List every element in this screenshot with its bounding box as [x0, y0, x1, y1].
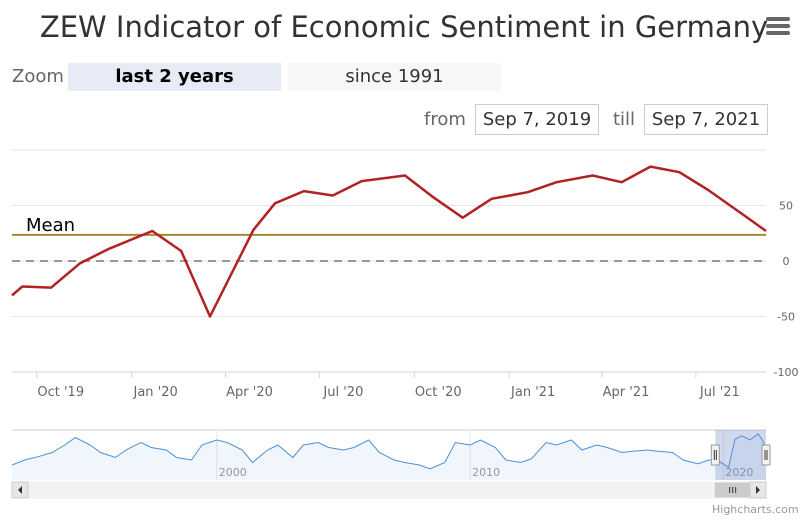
navigator-selection	[715, 430, 766, 480]
range-button-since-1991[interactable]: since 1991	[288, 63, 501, 91]
navigator-area	[12, 434, 766, 480]
from-label: from	[424, 109, 466, 130]
series-line	[11, 165, 767, 318]
x-tick-label: Oct '19	[37, 385, 84, 400]
y-tick-label: 50	[779, 200, 793, 213]
scroll-left-arrow-icon	[18, 486, 22, 494]
x-tick-label: Apr '20	[226, 385, 273, 400]
chart-title: ZEW Indicator of Economic Sentiment in G…	[39, 10, 769, 44]
hamburger-menu-icon[interactable]	[766, 17, 790, 37]
range-button-last-2-years[interactable]: last 2 years	[68, 63, 281, 91]
x-tick-label: Jan '21	[510, 385, 555, 400]
x-tick-label: Apr '21	[603, 385, 650, 400]
navigator-year-label: 2000	[219, 466, 247, 479]
navigator-series-line	[11, 433, 767, 470]
x-tick-label: Jul '21	[699, 385, 740, 400]
y-tick-label: -100	[774, 366, 799, 379]
scrollbar-left-button	[11, 481, 29, 499]
till-label: till	[613, 109, 636, 130]
x-tick-label: Jul '20	[322, 385, 363, 400]
scrollbar-track	[11, 481, 767, 499]
y-tick-label: 0	[783, 255, 790, 268]
navigator-year-label: 2020	[725, 466, 753, 479]
y-tick-label: -50	[777, 311, 795, 324]
mean-label: Mean	[26, 215, 75, 236]
scrollbar-right-button	[749, 481, 767, 499]
navigator-left-handle	[710, 444, 720, 466]
zoom-label: Zoom	[12, 66, 64, 87]
x-tick-label: Jan '20	[133, 385, 178, 400]
scroll-right-arrow-icon	[756, 486, 760, 494]
navigator-year-label: 2010	[472, 466, 500, 479]
navigator-right-handle	[761, 444, 771, 466]
highcharts-credit-link[interactable]: Highcharts.com	[712, 503, 799, 516]
from-date-input[interactable]: Sep 7, 2019	[475, 104, 599, 135]
scrollbar-thumb	[714, 482, 751, 498]
till-date-input[interactable]: Sep 7, 2021	[644, 104, 768, 135]
x-tick-label: Oct '20	[415, 385, 462, 400]
